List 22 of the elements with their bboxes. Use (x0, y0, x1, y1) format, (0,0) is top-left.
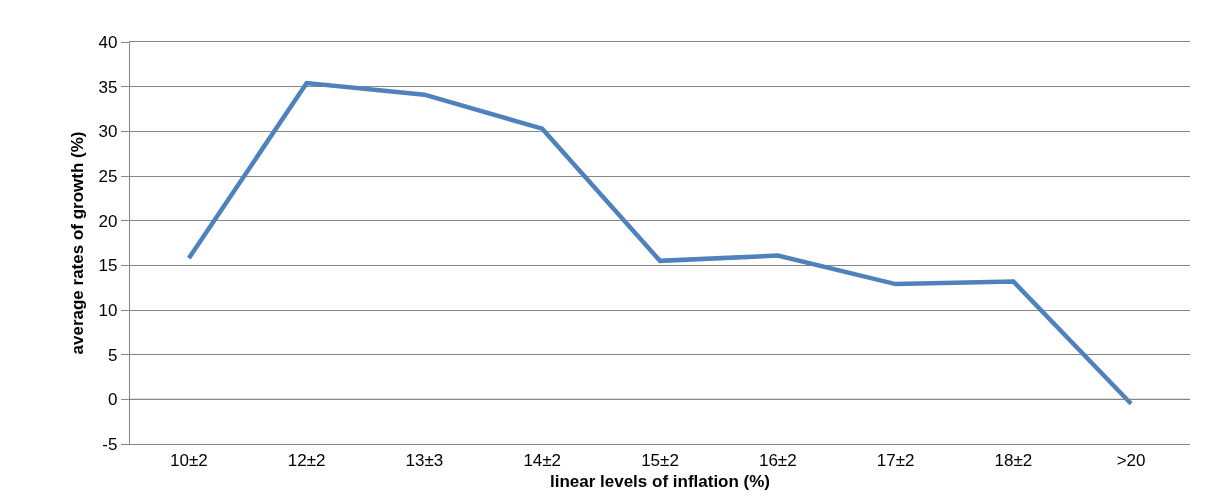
x-tick-label: >20 (1116, 450, 1146, 470)
y-axis-title: average rates of growth (%) (68, 131, 88, 355)
y-tick-label: 25 (98, 166, 118, 186)
y-tick-label: 10 (98, 300, 118, 320)
x-tick-label: 16±2 (758, 450, 797, 470)
x-tick-label: 14±2 (523, 450, 562, 470)
x-tick-label: 10±2 (170, 450, 208, 470)
x-tick-label: 15±2 (641, 450, 679, 470)
x-axis-title: linear levels of inflation (%) (549, 471, 771, 491)
y-tick-label: 5 (107, 345, 118, 365)
x-tick-label: 12±2 (287, 450, 326, 470)
y-tick-label: 30 (98, 122, 118, 142)
x-tick-label: 18±2 (994, 450, 1033, 470)
y-tick-label: 20 (98, 211, 118, 231)
x-tick-label: 17±2 (876, 450, 915, 470)
y-tick-label: 0 (107, 390, 118, 410)
y-tick-label: 35 (98, 77, 118, 97)
y-tick-label: 40 (98, 32, 118, 52)
line-series (186, 80, 1134, 407)
y-tick-label: 15 (98, 256, 118, 276)
y-tick-label: -5 (102, 434, 118, 454)
x-tick-label: 13±3 (405, 450, 444, 470)
